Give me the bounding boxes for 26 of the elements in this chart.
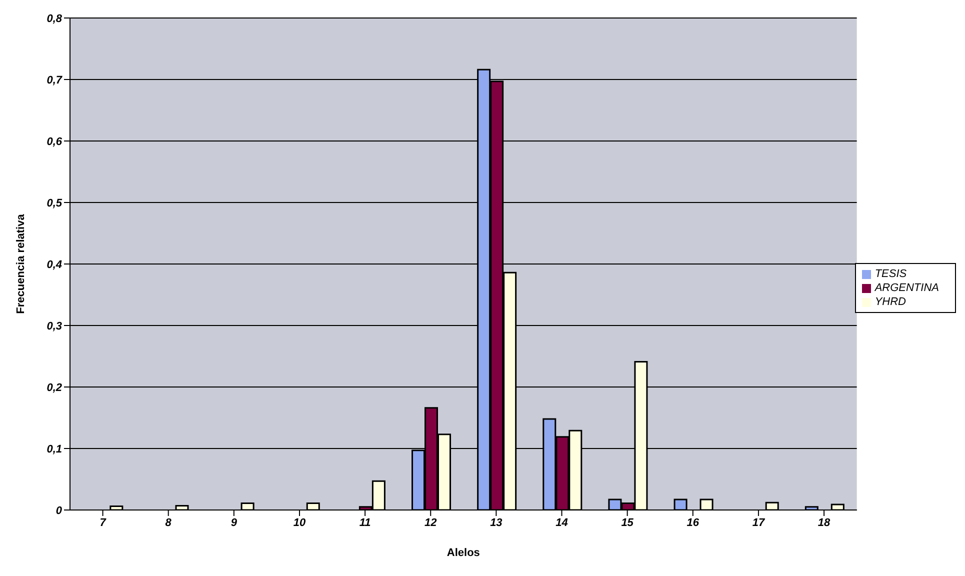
x-tick-label: 11	[359, 516, 371, 529]
legend-label: TESIS	[874, 268, 907, 280]
x-tick-label: 16	[686, 516, 700, 529]
x-tick-label: 7	[100, 516, 107, 529]
y-tick-label: 0,2	[46, 382, 62, 394]
x-tick-label: 8	[165, 516, 172, 529]
x-tick-label: 15	[621, 516, 634, 529]
x-tick-label: 14	[556, 516, 568, 529]
y-tick-label: 0,7	[46, 74, 63, 86]
x-tick-label: 13	[490, 516, 502, 529]
x-axis-title: Alelos	[446, 547, 480, 559]
x-tick-label: 18	[818, 516, 832, 529]
y-tick-label: 0,4	[46, 258, 62, 271]
x-tick-label: 10	[293, 516, 306, 529]
y-tick-label: 0,8	[46, 12, 63, 25]
legend-label: YHRD	[874, 296, 906, 308]
x-tick-label: 12	[424, 516, 437, 529]
legend-label: ARGENTINA	[874, 282, 939, 294]
y-tick-label: 0,1	[46, 443, 62, 456]
x-tick-label: 9	[230, 516, 238, 529]
y-axis-title: Frecuencia relativa	[14, 213, 27, 314]
x-tick-label: 17	[752, 516, 766, 529]
y-tick-label: 0,3	[46, 320, 62, 332]
y-tick-label: 0	[56, 504, 63, 517]
y-tick-label: 0,5	[46, 197, 63, 210]
y-tick-label: 0,6	[46, 136, 63, 148]
